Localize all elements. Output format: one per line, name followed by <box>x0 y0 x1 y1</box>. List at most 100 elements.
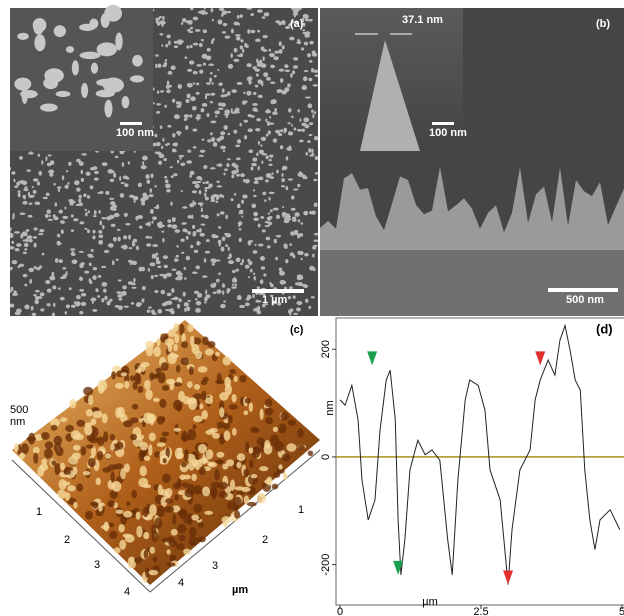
grain <box>284 131 286 133</box>
grain <box>295 282 300 285</box>
grain <box>206 82 211 85</box>
afm-peak <box>159 437 167 443</box>
grain <box>268 222 273 226</box>
afm-peak <box>264 440 270 449</box>
grain <box>81 265 84 268</box>
grain <box>121 182 125 184</box>
grain <box>271 172 273 175</box>
afm-peak <box>237 453 246 461</box>
grain <box>71 251 74 255</box>
panel-b <box>320 8 624 316</box>
grain <box>114 213 120 217</box>
grain <box>101 282 107 287</box>
afm-peak <box>124 381 129 389</box>
grain <box>45 280 50 284</box>
grain <box>81 293 86 297</box>
grain <box>149 262 155 266</box>
afm-peak <box>298 445 305 450</box>
grain <box>163 274 167 279</box>
afm-peak <box>105 453 111 459</box>
afm-peak <box>114 547 121 553</box>
grain <box>293 57 298 60</box>
grain <box>61 229 64 234</box>
afm-peak <box>191 515 199 521</box>
afm-peak <box>286 443 296 452</box>
afm-peak <box>209 428 218 433</box>
afm-peak <box>86 409 93 417</box>
grain <box>93 215 97 217</box>
grain <box>122 96 130 108</box>
grain <box>20 90 38 98</box>
grain <box>270 284 274 288</box>
grain <box>282 22 285 25</box>
grain <box>314 203 318 207</box>
grain <box>250 13 254 16</box>
grain <box>146 243 151 247</box>
afm-peak <box>116 442 123 450</box>
grain <box>34 34 45 51</box>
grain <box>95 288 98 290</box>
grain <box>277 89 283 92</box>
afm-peak <box>67 485 76 491</box>
grain <box>183 292 186 297</box>
afm-peak <box>215 460 224 464</box>
grain <box>198 202 204 205</box>
grain <box>199 233 205 237</box>
grain <box>129 247 133 249</box>
afm-peak <box>145 341 154 348</box>
afm-peak <box>128 557 133 568</box>
grain <box>243 91 245 94</box>
grain <box>304 176 308 179</box>
grain <box>210 167 216 169</box>
grain <box>291 6 296 10</box>
grain <box>33 236 37 238</box>
grain <box>262 16 266 19</box>
grain <box>136 246 139 251</box>
grain <box>215 115 217 117</box>
grain <box>253 92 256 95</box>
afm-peak <box>221 516 230 524</box>
grain <box>216 185 222 187</box>
afm-peak <box>249 447 254 453</box>
grain <box>186 236 189 240</box>
grain <box>57 234 60 238</box>
z-unit: nm <box>10 416 25 428</box>
grain <box>89 263 92 267</box>
afm-peak <box>143 412 153 423</box>
grain <box>253 250 258 254</box>
grain <box>155 134 158 138</box>
grain <box>186 20 190 23</box>
afm-peak <box>205 397 213 404</box>
grain <box>280 145 283 149</box>
afm-peak <box>161 362 169 371</box>
afm-peak <box>21 443 29 454</box>
grain <box>93 267 97 270</box>
afm-peak <box>83 471 90 475</box>
grain <box>155 18 159 21</box>
grain <box>92 309 97 312</box>
grain <box>311 149 313 154</box>
grain <box>250 269 253 273</box>
grain <box>218 226 222 229</box>
grain <box>135 216 138 221</box>
afm-peak <box>123 534 132 538</box>
grain <box>308 148 311 153</box>
grain <box>144 196 148 200</box>
afm-peak <box>121 372 127 376</box>
grain <box>312 254 314 258</box>
grain <box>171 175 174 178</box>
scale-bar <box>432 122 454 125</box>
grain <box>28 268 34 272</box>
afm-peak <box>182 482 189 487</box>
grain <box>276 170 279 174</box>
grain <box>213 142 218 147</box>
grain <box>205 251 210 254</box>
afm-peak <box>165 488 172 497</box>
grain <box>311 296 315 298</box>
grain <box>172 99 175 103</box>
grain <box>195 29 201 32</box>
grain <box>90 167 94 170</box>
grain <box>262 192 266 196</box>
grain <box>300 7 302 9</box>
grain <box>35 299 39 304</box>
